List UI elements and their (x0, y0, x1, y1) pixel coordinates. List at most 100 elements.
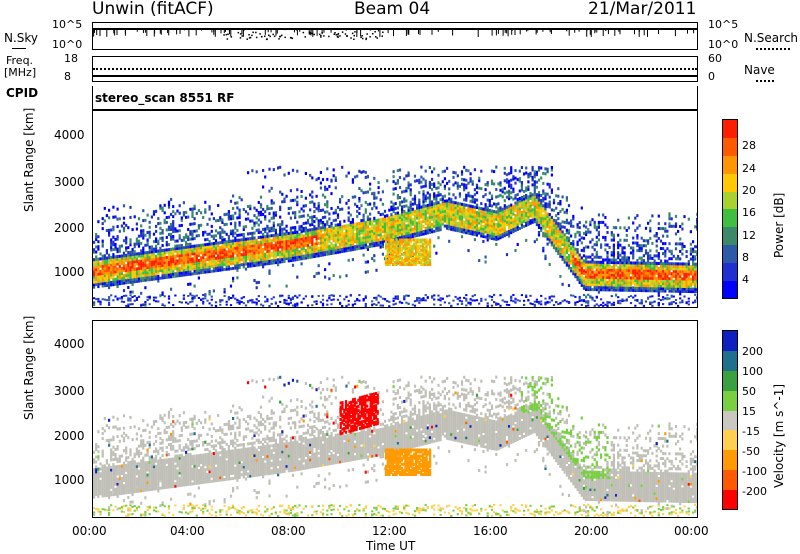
echo-cell (443, 194, 446, 198)
echo-cell (398, 168, 402, 172)
echo-cell (604, 216, 607, 219)
echo-cell (576, 278, 579, 282)
echo-cell (259, 245, 263, 249)
echo-cell (514, 216, 517, 220)
echo-cell (118, 262, 121, 266)
echo-cell (95, 270, 98, 274)
echo-cell (473, 213, 476, 217)
echo-cell (236, 256, 239, 260)
echo-cell (369, 220, 372, 223)
echo-cell (114, 215, 117, 219)
echo-cell (463, 185, 466, 189)
echo-cell (137, 262, 141, 266)
echo-cell (392, 170, 395, 174)
echo-cell (392, 232, 395, 236)
echo-cell (281, 237, 284, 241)
echo-cell (460, 170, 464, 174)
echo-cell (632, 271, 635, 275)
echo-cell (93, 273, 96, 277)
echo-cell (392, 230, 395, 234)
echo-cell (161, 263, 164, 267)
echo-cell (555, 214, 558, 218)
echo-cell (446, 199, 449, 203)
echo-cell (407, 231, 410, 235)
echo-cell (225, 267, 228, 271)
echo-cell (484, 208, 487, 212)
echo-cell (454, 206, 457, 210)
echo-cell (512, 190, 515, 194)
echo-cell (383, 224, 387, 228)
echo-cell (289, 299, 292, 302)
echo-cell (294, 253, 297, 257)
echo-cell (253, 264, 256, 267)
echo-cell (505, 210, 509, 214)
echo-cell (294, 236, 297, 239)
echo-cell (332, 298, 335, 301)
echo-cell (266, 237, 269, 241)
echo-cell (152, 275, 156, 279)
echo-cell (304, 244, 307, 248)
echo-cell (281, 200, 284, 204)
echo-cell (548, 185, 551, 189)
echo-cell (251, 234, 254, 238)
echo-cell (411, 210, 414, 214)
echo-cell (279, 295, 282, 298)
echo-cell (232, 229, 235, 233)
echo-cell (381, 240, 384, 244)
echo-cell (324, 235, 327, 239)
echo-cell (473, 220, 476, 224)
echo-cell (182, 238, 185, 242)
echo-cell (328, 212, 331, 216)
echo-cell (334, 231, 337, 235)
echo-cell (112, 280, 115, 284)
echo-cell (446, 224, 449, 228)
echo-cell (548, 213, 551, 216)
echo-cell (501, 299, 504, 302)
echo-cell (289, 251, 292, 255)
echo-cell (191, 215, 194, 218)
echo-cell (407, 173, 410, 177)
echo-cell (582, 284, 586, 288)
echo-cell (172, 255, 175, 258)
echo-cell (405, 224, 408, 228)
echo-cell (219, 216, 222, 220)
echo-cell (388, 228, 391, 232)
echo-cell (176, 251, 179, 255)
echo-cell (411, 220, 414, 224)
echo-cell (330, 178, 333, 182)
echo-cell (210, 259, 213, 263)
echo-cell (411, 232, 414, 236)
echo-cell (152, 212, 156, 216)
echo-cell (469, 229, 472, 233)
echo-cell (439, 215, 442, 219)
echo-cell (253, 259, 256, 262)
echo-cell (416, 226, 419, 230)
echo-cell (319, 241, 322, 245)
echo-cell (424, 299, 427, 302)
echo-cell (629, 278, 633, 282)
echo-cell (108, 271, 111, 275)
echo-cell (93, 303, 96, 307)
echo-cell (157, 274, 160, 278)
echo-cell (482, 235, 485, 238)
echo-cell (204, 263, 207, 267)
echo-cell (176, 274, 179, 278)
echo-cell (300, 224, 303, 228)
echo-cell (375, 298, 378, 301)
echo-cell (446, 226, 449, 230)
nsearch-dot (308, 31, 311, 34)
echo-cell (460, 182, 464, 186)
echo-cell (176, 271, 179, 275)
echo-cell (122, 301, 126, 303)
nsearch-dot (226, 38, 229, 40)
echo-cell (311, 250, 314, 254)
echo-cell (448, 294, 451, 297)
echo-cell (112, 255, 115, 259)
echo-cell (264, 295, 267, 298)
echo-cell (505, 300, 509, 303)
echo-cell (354, 240, 357, 244)
echo-cell (279, 260, 282, 264)
echo-cell (450, 212, 453, 216)
echo-cell (176, 264, 179, 268)
echo-cell (439, 218, 442, 222)
